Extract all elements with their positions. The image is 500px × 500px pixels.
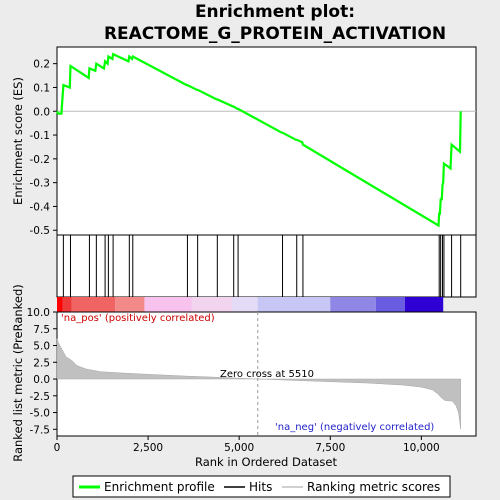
title-line-1: Enrichment plot: [195,2,355,22]
es-panel [56,46,477,236]
x-tick-label: 10,000 [403,442,440,454]
x-axis-label: Rank in Ordered Dataset [195,455,338,469]
enrichment-profile-line [56,52,462,228]
metric-y-tick-label: -7.5 [30,424,51,436]
metric-y-tick-label: 10.0 [27,307,50,319]
hit-lines [62,235,462,297]
heat-bar-segment [257,297,331,312]
legend: Enrichment profile Hits Ranking metric s… [72,475,451,498]
metric-y-tick-label: -5.0 [30,408,51,420]
zero-cross-label: Zero cross at 5510 [220,369,314,380]
heat-bar-segment [404,297,444,312]
x-tick-label: 5,000 [224,442,254,454]
heat-bar-segment [71,297,116,312]
metric-y-label: Ranked list metric (PreRanked) [11,284,25,462]
title-line-2: REACTOME_G_PROTEIN_ACTIVATION [104,24,446,44]
heat-bar-segment [144,297,192,312]
ranking-heat-bar [57,297,444,312]
metric-y-tick-label: 7.5 [33,324,50,336]
es-y-label: Enrichment score (ES) [11,77,25,205]
metric-y-tick-label: 0.0 [33,374,50,386]
ranking-metric-area [56,338,461,430]
es-y-tick-label: 0.1 [33,82,50,94]
metric-x-axis: 0 2,500 5,000 7,500 10,000 [54,436,440,454]
heat-bar-segment [115,297,145,312]
es-y-tick-label: -0.4 [30,201,51,213]
heat-bar-segment [62,297,72,312]
legend-label-enrichment: Enrichment profile [104,480,215,494]
es-y-tick-label: 0.2 [33,59,50,71]
neg-correlated-label: 'na_neg' (negatively correlated) [275,422,434,433]
heat-bar-segment [231,297,258,312]
x-tick-label: 2,500 [133,442,163,454]
es-y-tick-label: -0.1 [30,130,51,142]
es-y-tick-label: -0.2 [30,154,51,166]
metric-y-axis: 10.0 7.5 5.0 2.5 0.0 -2.5 -5.0 -7.5 [27,307,57,436]
es-y-tick-label: -0.3 [30,178,51,190]
metric-y-tick-label: 5.0 [33,341,50,353]
es-y-axis: 0.2 0.1 0.0 -0.1 -0.2 -0.3 -0.4 -0.5 [30,59,57,237]
heat-bar-segment [375,297,405,312]
x-tick-label: 7,500 [315,442,345,454]
legend-label-metric: Ranking metric scores [307,480,440,494]
heat-bar-segment [191,297,232,312]
metric-y-tick-label: -2.5 [30,391,51,403]
x-tick-label: 0 [54,442,61,454]
legend-box [72,475,451,498]
legend-label-hits: Hits [249,480,272,494]
heat-bar-segment [57,297,63,312]
heat-bar-segment [330,297,376,312]
hits-panel [56,234,477,298]
metric-y-tick-label: 2.5 [33,357,50,369]
es-y-tick-label: 0.0 [33,106,50,118]
es-y-tick-label: -0.5 [30,225,51,237]
pos-correlated-label: 'na_pos' (positively correlated) [61,313,215,324]
